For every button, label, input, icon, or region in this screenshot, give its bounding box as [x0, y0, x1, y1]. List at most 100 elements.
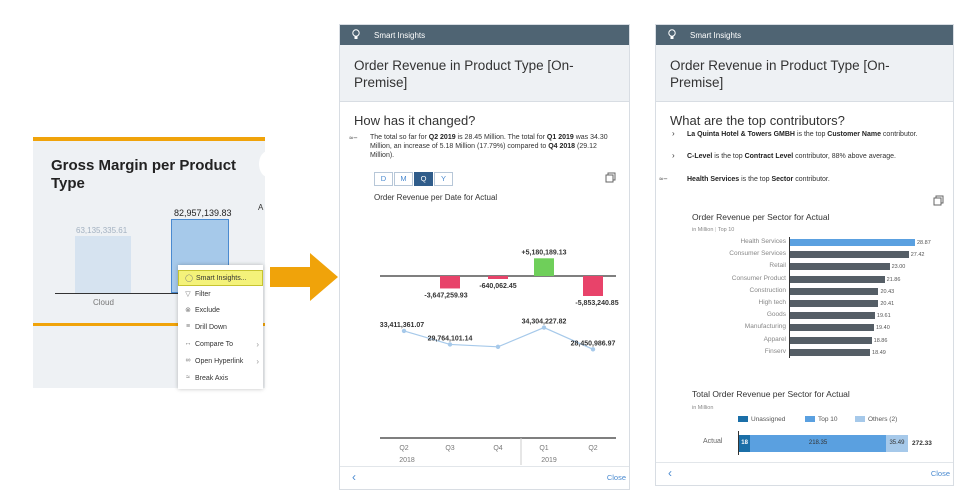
variance-label: -3,647,259.93	[424, 292, 467, 299]
panel-header: Smart Insights	[340, 25, 629, 45]
smart-insights-panel-change: Smart Insights Order Revenue in Product …	[339, 24, 630, 490]
segment-label: 35.49	[889, 440, 905, 446]
panel-header-label: Smart Insights	[690, 31, 742, 40]
variance-label: +5,180,189.13	[522, 249, 567, 256]
variance-bar[interactable]	[583, 276, 603, 296]
sector-bar[interactable]	[790, 312, 875, 320]
contributor-text: is the top	[712, 153, 745, 160]
value-label: 19.40	[875, 325, 890, 332]
x-tick-label: Q4	[493, 445, 502, 452]
sector-bar[interactable]	[790, 324, 874, 332]
card-corner-button[interactable]	[259, 151, 265, 177]
order-revenue-chart: -3,647,259.93 -640,062.45 +5,180,189.13 -5,…	[380, 249, 619, 465]
chart-title: Total Order Revenue per Sector for Actua…	[692, 389, 850, 399]
contributor-item: Health Services is the top Sector contri…	[687, 175, 927, 184]
menu-item-label: Smart Insights...	[196, 275, 247, 282]
sector-bar[interactable]	[790, 263, 890, 271]
sector-bar[interactable]	[790, 251, 909, 259]
value-label: 18.86	[873, 337, 888, 344]
x-axis-line	[55, 293, 260, 294]
chevron-left-icon[interactable]: ‹	[352, 470, 356, 484]
panel-subtitle: How has it changed?	[354, 113, 476, 128]
sector-bar[interactable]	[790, 348, 871, 356]
close-button[interactable]: Close	[606, 473, 626, 482]
menu-item-filter[interactable]: ▽ Filter	[178, 287, 263, 303]
menu-item-label: Open Hyperlink	[195, 358, 244, 365]
segment-month[interactable]: M	[394, 172, 413, 186]
segment-label: 18	[741, 440, 748, 446]
insight-text-part: was 34.30 Million, an increase of 5.18 M…	[370, 134, 608, 150]
close-button[interactable]: Close	[930, 469, 950, 478]
chevron-left-icon[interactable]: ‹	[668, 466, 672, 480]
category-label: Consumer Product	[731, 274, 786, 282]
segment-day[interactable]: D	[374, 172, 393, 186]
actual-point[interactable]	[541, 325, 547, 330]
chart-title: Order Revenue per Date for Actual	[374, 193, 498, 202]
panel-title: Order Revenue in Product Type [On-Premis…	[670, 58, 890, 90]
stacked-segment[interactable]	[750, 435, 886, 452]
contributor-text: is the top	[739, 176, 772, 183]
menu-item-exclude[interactable]: ⊗ Exclude	[178, 303, 263, 319]
chart-title: Order Revenue per Sector for Actual	[692, 212, 830, 222]
segment-quarter[interactable]: Q	[414, 172, 433, 186]
value-label: 21.86	[886, 276, 901, 283]
menu-item-break-axis[interactable]: ≈ Break Axis	[178, 371, 263, 387]
actual-point[interactable]	[447, 342, 453, 347]
value-label: 18.49	[872, 349, 886, 356]
segment-year[interactable]: Y	[434, 172, 453, 186]
sector-bar[interactable]	[790, 287, 879, 295]
x-tick-label: Q1	[539, 445, 548, 452]
total-label: 272.33	[912, 440, 932, 447]
category-label: Consumer Services	[729, 250, 786, 258]
variance-bar[interactable]	[440, 276, 460, 289]
menu-item-open-hyperlink[interactable]: ∞ Open Hyperlink ›	[178, 354, 263, 370]
actual-point[interactable]	[590, 347, 596, 352]
stacked-segment[interactable]	[739, 435, 751, 452]
x-tick-label: Q3	[445, 445, 454, 452]
menu-item-compare-to[interactable]: ↔ Compare To ›	[178, 337, 263, 353]
lightbulb-icon	[352, 29, 360, 39]
category-label: High tech	[758, 299, 786, 306]
menu-item-smart-insights[interactable]: ◯ Smart Insights...	[178, 270, 263, 286]
contributor-text: contributor, 88% above average.	[793, 153, 896, 160]
menu-item-label: Drill Down	[195, 324, 227, 331]
contributor-bold: La Quinta Hotel & Towers GMBH	[687, 131, 795, 138]
chart-title: Gross Margin per Product Type	[51, 157, 237, 192]
x-tick-label: Q2	[399, 445, 408, 452]
chevron-right-icon: ›	[256, 340, 259, 349]
variance-bar[interactable]	[488, 276, 508, 279]
menu-item-drill-down[interactable]: ≡ Drill Down	[178, 320, 263, 336]
sector-bar[interactable]	[790, 275, 885, 283]
filter-icon: ▽	[185, 291, 191, 298]
category-label: Construction	[749, 286, 787, 294]
link-icon: ∞	[185, 357, 191, 364]
contributor-bold: Sector	[771, 176, 794, 183]
sector-bar[interactable]	[790, 300, 879, 307]
legend-swatch-unassigned	[738, 416, 748, 422]
data-label-cloud: 63,135,335.61	[76, 226, 128, 235]
category-label: Finserv	[764, 347, 786, 355]
value-label: 20.43	[880, 288, 895, 295]
insight-text-part: The total so far for	[370, 134, 429, 141]
stacked-segment[interactable]	[885, 435, 908, 452]
x-group-label: 2019	[541, 457, 557, 464]
chevron-right-icon: ›	[256, 357, 259, 366]
copy-icon[interactable]	[933, 195, 945, 206]
panel-footer: ‹ Close	[656, 462, 953, 485]
actual-point[interactable]	[401, 328, 407, 334]
sector-bar[interactable]	[790, 239, 915, 246]
variance-bar[interactable]	[534, 258, 554, 276]
legend-swatch-others	[855, 416, 865, 422]
category-label: Goods	[766, 311, 786, 319]
card-top-border	[33, 137, 265, 141]
value-label: 19.61	[876, 313, 891, 320]
actual-point[interactable]	[495, 344, 501, 350]
compare-icon: ↔	[184, 340, 192, 347]
bar-cloud[interactable]	[75, 236, 131, 293]
chevron-right-icon: ›	[672, 151, 675, 160]
panel-title-area: Order Revenue in Product Type [On-Premis…	[656, 45, 953, 102]
sector-bar[interactable]	[790, 336, 872, 344]
copy-icon[interactable]	[605, 172, 617, 183]
panel-header: Smart Insights	[656, 25, 953, 45]
exclude-icon: ⊗	[185, 307, 191, 314]
